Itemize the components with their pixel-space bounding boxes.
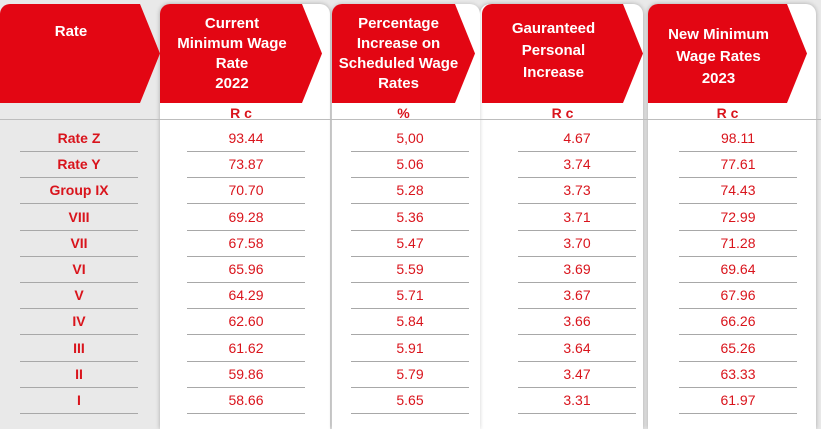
cell-current: 70.70 [187,178,305,204]
cell-personal: 3.69 [518,257,636,283]
cell-rate: VII [20,231,138,257]
cell-current: 58.66 [187,388,305,414]
cell-new: 72.99 [679,205,797,231]
cell-pct: 5.47 [351,231,469,257]
cell-current: 59.86 [187,362,305,388]
cell-current: 64.29 [187,283,305,309]
cell-new: 61.97 [679,388,797,414]
cell-pct: 5.06 [351,152,469,178]
header-personal: Gauranteed Personal Increase [482,4,643,103]
cell-current: 93.44 [187,126,305,152]
cell-pct: 5.36 [351,205,469,231]
cell-pct: 5,00 [351,126,469,152]
cell-rate: V [20,283,138,309]
header-rate: Rate [0,4,160,103]
cell-rate: Rate Z [20,126,138,152]
cell-current: 61.62 [187,336,305,362]
cell-personal: 3.31 [518,388,636,414]
cell-pct: 5.71 [351,283,469,309]
cell-pct: 5.59 [351,257,469,283]
cell-rate: VIII [20,205,138,231]
unit-personal: R c [551,105,574,121]
header-rule [0,119,821,120]
header-pct: Percentage Increase on Scheduled Wage Ra… [332,4,475,103]
cell-new: 66.26 [679,309,797,335]
cell-current: 65.96 [187,257,305,283]
cell-personal: 3.70 [518,231,636,257]
cell-personal: 3.74 [518,152,636,178]
cell-current: 73.87 [187,152,305,178]
cell-personal: 4.67 [518,126,636,152]
unit-new: R c [716,105,739,121]
cell-pct: 5.65 [351,388,469,414]
cell-new: 98.11 [679,126,797,152]
cell-new: 63.33 [679,362,797,388]
cell-new: 69.64 [679,257,797,283]
cell-current: 69.28 [187,205,305,231]
cell-personal: 3.73 [518,178,636,204]
cell-new: 77.61 [679,152,797,178]
cell-rate: II [20,362,138,388]
cell-personal: 3.47 [518,362,636,388]
cell-current: 67.58 [187,231,305,257]
cell-personal: 3.66 [518,309,636,335]
cell-rate: Rate Y [20,152,138,178]
cell-pct: 5.91 [351,336,469,362]
cell-rate: I [20,388,138,414]
cell-new: 65.26 [679,336,797,362]
unit-pct: % [397,105,410,121]
cell-pct: 5.28 [351,178,469,204]
cell-rate: Group IX [20,178,138,204]
cell-new: 74.43 [679,178,797,204]
header-current: Current Minimum Wage Rate 2022 [160,4,322,103]
cell-personal: 3.67 [518,283,636,309]
cell-rate: VI [20,257,138,283]
cell-new: 71.28 [679,231,797,257]
cell-personal: 3.64 [518,336,636,362]
cell-rate: III [20,336,138,362]
cell-personal: 3.71 [518,205,636,231]
cell-new: 67.96 [679,283,797,309]
header-new: New Minimum Wage Rates 2023 [648,4,807,103]
unit-current: R c [230,105,252,121]
cell-pct: 5.84 [351,309,469,335]
cell-pct: 5.79 [351,362,469,388]
cell-rate: IV [20,309,138,335]
cell-current: 62.60 [187,309,305,335]
